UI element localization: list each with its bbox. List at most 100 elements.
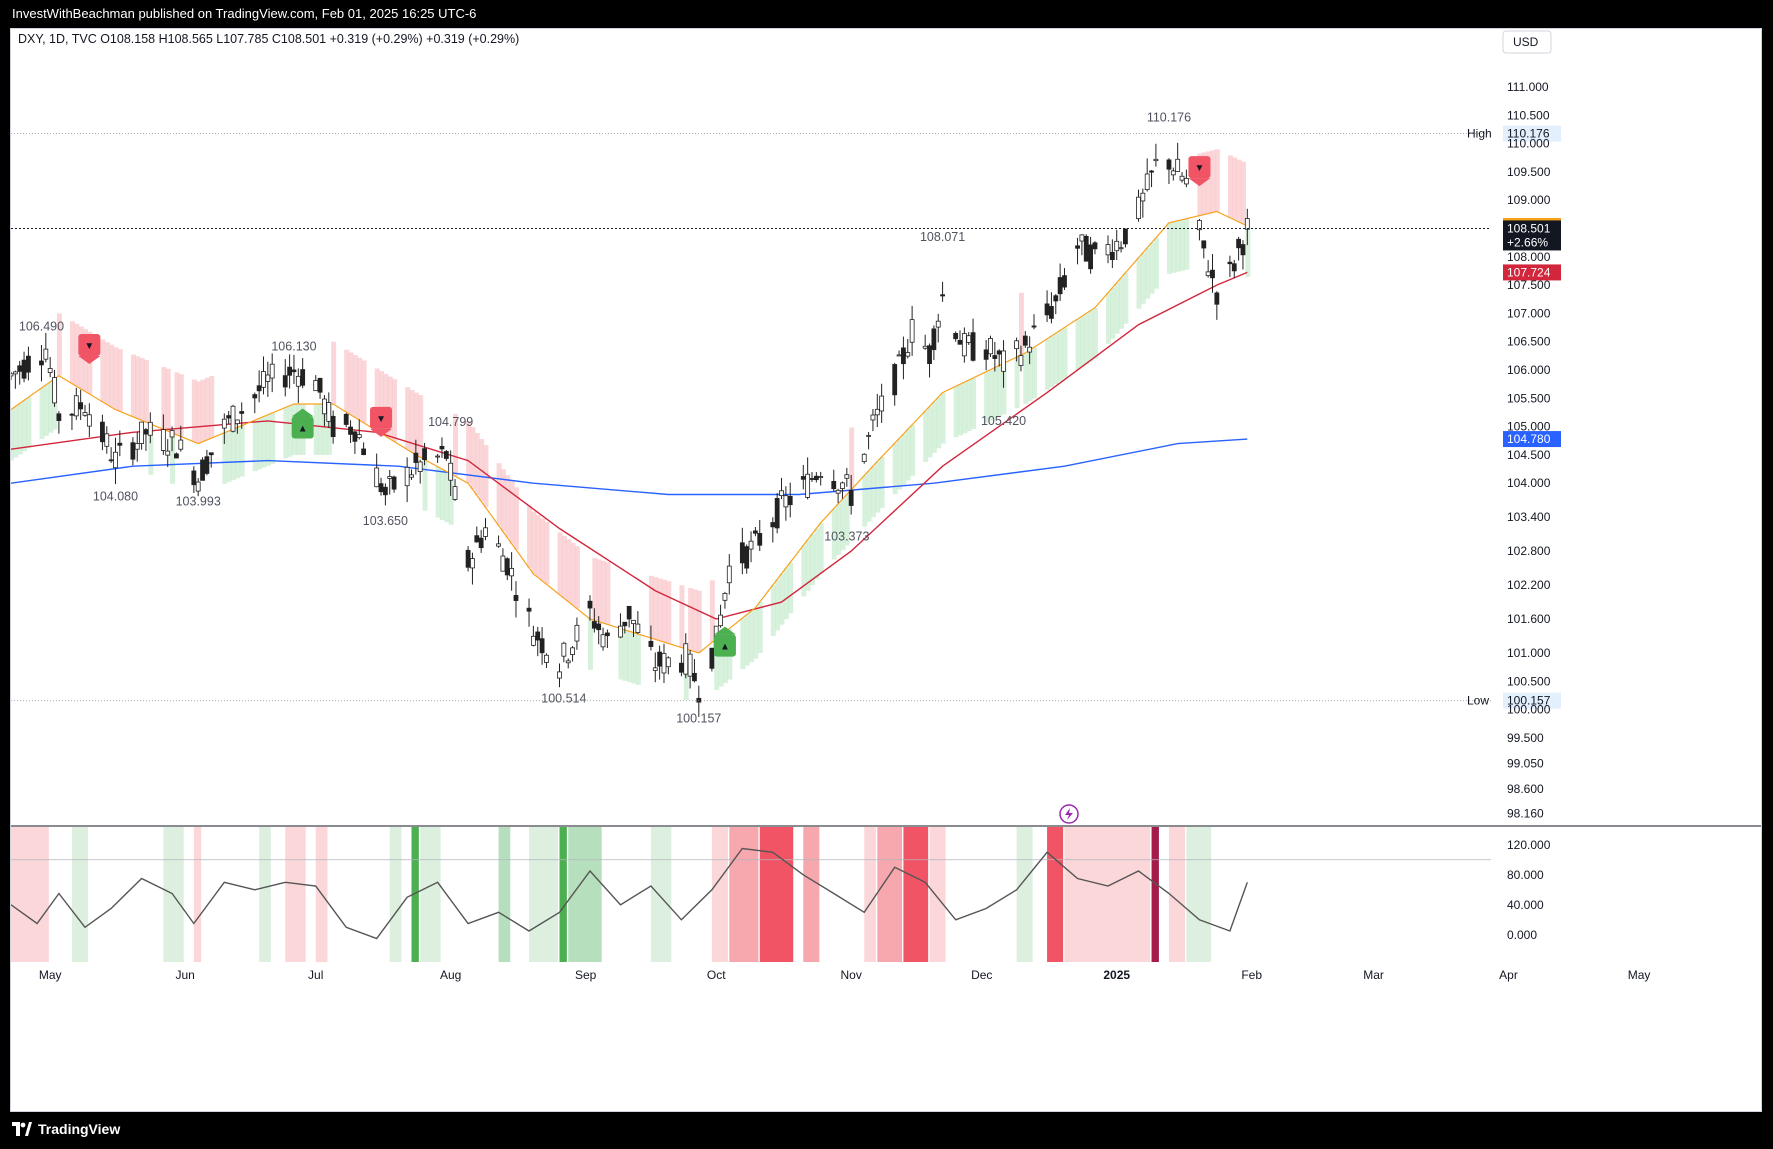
oscillator-band	[877, 827, 903, 962]
supertrend-band	[936, 397, 942, 449]
supertrend-band	[100, 339, 106, 402]
price-tick-label: 102.200	[1507, 578, 1551, 592]
supertrend-band	[200, 379, 206, 442]
candle-body	[779, 490, 784, 497]
supertrend-band	[688, 588, 694, 651]
publish-bar: InvestWithBeachman published on TradingV…	[0, 0, 1773, 28]
chart-frame[interactable]: 106.490 104.080 103.993 106.130 103.650 104.7…	[10, 28, 1762, 1112]
candle-body	[1027, 346, 1033, 353]
candle-body	[169, 430, 175, 438]
candle-body	[317, 377, 323, 393]
candle-body	[1140, 192, 1146, 202]
supertrend-band	[696, 590, 702, 653]
supertrend-band	[483, 445, 489, 508]
price-tick-label: 111.000	[1507, 80, 1549, 94]
supertrend-band	[435, 466, 441, 518]
candle-body	[961, 333, 967, 357]
price-tick-label: 109.500	[1507, 165, 1551, 179]
swing-label: 103.650	[363, 514, 408, 528]
candle-body	[526, 607, 532, 612]
supertrend-band	[1227, 155, 1233, 218]
time-tick-label: Aug	[440, 968, 461, 982]
candle-body	[848, 489, 854, 506]
dxy-chart[interactable]: 106.490 104.080 103.993 106.130 103.650 104.7…	[11, 29, 1762, 1112]
candles	[11, 142, 1250, 717]
candle-body	[561, 642, 567, 657]
candle-body	[1144, 173, 1150, 190]
candle-body	[544, 654, 549, 663]
candle-body	[391, 476, 397, 490]
oscillator-tick-label: 80.000	[1507, 868, 1544, 882]
candle-body	[983, 349, 989, 360]
supertrend-band	[940, 392, 946, 444]
candle-body	[352, 431, 358, 442]
candle-body	[143, 429, 149, 435]
supertrend-band	[496, 463, 502, 526]
supertrend-band	[39, 388, 45, 439]
supertrend-band	[910, 424, 916, 476]
supertrend-band	[409, 389, 415, 453]
oscillator-band	[864, 827, 876, 962]
supertrend-band	[283, 407, 289, 459]
candle-body	[356, 434, 362, 439]
supertrend-band	[135, 356, 141, 419]
swing-label: 103.373	[824, 530, 869, 544]
candle-body	[1197, 220, 1202, 231]
supertrend-band	[374, 368, 380, 431]
candle-body	[1083, 235, 1089, 262]
supertrend-band	[997, 365, 1003, 417]
price-tag-value: 104.780	[1507, 432, 1551, 446]
supertrend-band	[657, 578, 663, 641]
supertrend-band	[540, 518, 546, 581]
oscillator-band	[559, 827, 567, 962]
candle-body	[1166, 159, 1172, 170]
swing-labels: 106.490 104.080 103.993 106.130 103.650 104.7…	[19, 111, 1211, 726]
candle-body	[753, 530, 758, 534]
candle-body	[500, 555, 506, 572]
candle-body	[570, 647, 575, 655]
signal-pointer	[1188, 178, 1211, 187]
supertrend-band	[1184, 218, 1190, 270]
supertrend-band	[535, 514, 541, 578]
candle-body	[935, 320, 941, 328]
candle-body	[1231, 263, 1237, 272]
oscillator-band	[650, 827, 672, 962]
candle-body	[866, 434, 871, 437]
candle-body	[1236, 238, 1242, 249]
signal-pointer	[713, 626, 736, 635]
candle-body	[43, 348, 49, 360]
price-tag-value: 107.724	[1507, 265, 1551, 279]
candle-body	[1183, 177, 1189, 185]
oscillator-band	[420, 827, 441, 962]
candle-body	[1092, 242, 1098, 250]
candle-body	[1214, 292, 1220, 305]
supertrend-band	[139, 358, 145, 421]
supertrend-band	[596, 559, 602, 622]
supertrend-band	[953, 386, 959, 438]
supertrend-band	[648, 575, 654, 639]
candle-body	[805, 473, 811, 498]
supertrend-band	[17, 403, 23, 455]
candle-body	[478, 537, 484, 549]
candle-body	[1175, 158, 1181, 172]
candle-body	[1123, 228, 1128, 245]
candle-body	[448, 462, 454, 481]
candle-body	[374, 467, 380, 488]
supertrend-band	[627, 631, 633, 683]
oscillator-band	[729, 827, 759, 962]
candle-body	[739, 542, 745, 564]
supertrend-band	[801, 545, 807, 597]
supertrend-band	[744, 614, 750, 666]
price-tick-label: 98.600	[1507, 782, 1544, 796]
supertrend-band	[1180, 219, 1186, 271]
candle-body	[39, 360, 44, 366]
supertrend-band	[1001, 363, 1007, 415]
candle-body	[56, 413, 62, 421]
supertrend-band	[453, 413, 459, 477]
supertrend-band	[905, 429, 911, 481]
price-tick-label: 110.500	[1507, 108, 1550, 122]
price-tick-label: 107.000	[1507, 306, 1551, 320]
tradingview-logo[interactable]: TradingView	[12, 1121, 120, 1137]
time-tick-label: Sep	[575, 968, 597, 982]
supertrend-band	[161, 367, 167, 430]
